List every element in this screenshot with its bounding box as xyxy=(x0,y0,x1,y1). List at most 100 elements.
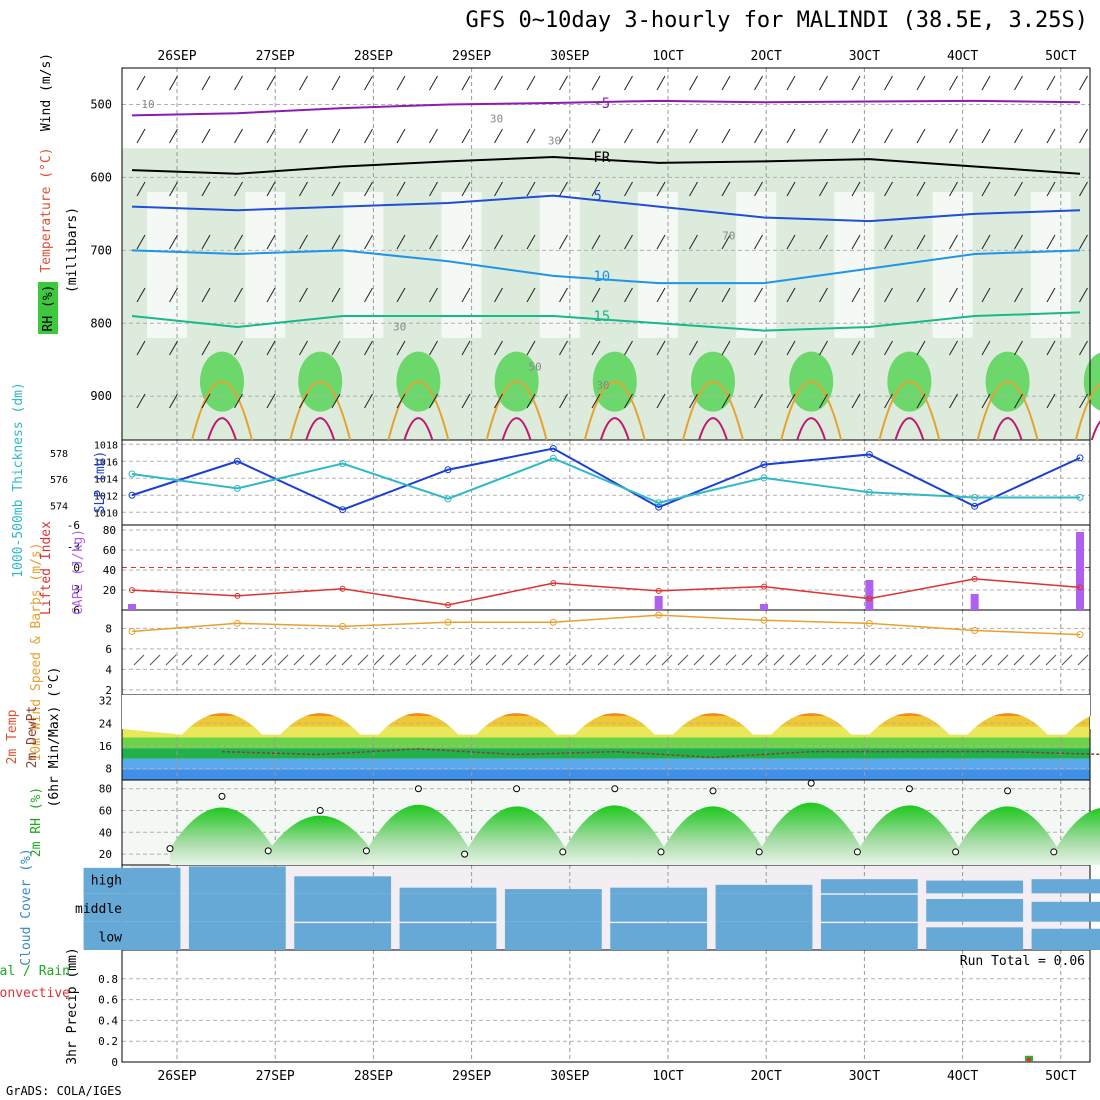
wind-barb xyxy=(786,234,796,250)
wind-barb xyxy=(981,234,991,250)
wind-barb xyxy=(754,128,763,144)
wind-barb xyxy=(245,654,257,666)
rh-min-point xyxy=(264,847,272,855)
axis-label: 10m Wind Speed & Barbs (m/s) xyxy=(29,542,44,761)
date-label-top: 1OCT xyxy=(652,49,683,64)
wind-barb xyxy=(689,75,698,91)
date-label-bottom: 26SEP xyxy=(157,1069,196,1084)
wind-speed-line xyxy=(131,614,1081,636)
wind-barb xyxy=(884,75,893,91)
date-label-top: 30SEP xyxy=(550,49,589,64)
wind-barb xyxy=(325,654,337,666)
wind-barb xyxy=(754,234,763,250)
cloud-bar-middle xyxy=(294,893,392,922)
wind-barb xyxy=(645,654,657,666)
page-title: GFS 0~10day 3-hourly for MALINDI (38.5E,… xyxy=(465,8,1088,33)
pressure-tick-label: 900 xyxy=(90,389,112,403)
wind-barb xyxy=(201,287,211,303)
wind-barb xyxy=(591,75,601,91)
wind-barb xyxy=(754,181,763,197)
wind-barb xyxy=(364,128,373,144)
rh-contour-label: 30 xyxy=(393,321,406,334)
rh-area xyxy=(759,802,864,865)
wind-barb xyxy=(629,654,641,666)
date-label-bottom: 30SEP xyxy=(550,1069,589,1084)
rh-area xyxy=(366,804,471,865)
wind-barb xyxy=(197,654,209,666)
li-tick-label: 3 xyxy=(73,583,80,596)
wind-barb xyxy=(341,654,353,666)
wind-barb xyxy=(461,128,471,144)
axis-label: 3hr Precip (mm) xyxy=(65,947,80,1064)
wind-barb xyxy=(624,75,633,91)
axis-label: 1000-500mb Thickness (dm) xyxy=(11,382,26,578)
wind-barb xyxy=(819,75,828,91)
wind-barb xyxy=(721,128,731,144)
wind-barb xyxy=(331,181,341,197)
wind-barb xyxy=(613,654,625,666)
rh-area xyxy=(268,815,373,865)
wind-barb xyxy=(136,75,146,91)
date-label-top: 29SEP xyxy=(452,49,491,64)
cloud-layer-label: high xyxy=(91,874,122,889)
li-tick-label: 0 xyxy=(73,562,80,575)
axis-label: CAPE (J/kg) xyxy=(71,529,86,615)
temp-color-band xyxy=(122,758,1090,770)
wind-barb xyxy=(819,234,828,250)
wind-barb xyxy=(656,234,666,250)
wind-barb xyxy=(1046,181,1056,197)
wind-barb xyxy=(721,287,731,303)
cape-tick-label: 20 xyxy=(103,584,116,597)
wind-barb xyxy=(884,128,893,144)
wind-barb xyxy=(266,234,276,250)
wind-barb xyxy=(299,287,308,303)
cape-bar xyxy=(128,604,136,610)
rh-low-patch xyxy=(539,192,580,338)
cloud-bar-low xyxy=(399,923,497,950)
wind-barb xyxy=(494,75,503,91)
wind-barb xyxy=(169,287,178,303)
tick-label: 24 xyxy=(99,717,113,730)
wind-barb xyxy=(624,393,633,409)
wind-barb xyxy=(721,340,731,356)
slp-tick-label: 1012 xyxy=(94,491,118,502)
wind-barb xyxy=(266,340,276,356)
wind-barb xyxy=(754,287,763,303)
wind-barb xyxy=(819,393,828,409)
wind-barb xyxy=(299,340,308,356)
cloud-bar-high xyxy=(188,866,286,894)
wind-barb xyxy=(559,181,568,197)
wind-barb xyxy=(754,393,763,409)
wind-barb xyxy=(494,393,503,409)
li-point xyxy=(339,585,346,592)
wind-barb xyxy=(299,75,308,91)
wind-barb xyxy=(526,75,536,91)
wind-barb xyxy=(949,393,958,409)
series-point xyxy=(444,495,452,503)
series-point xyxy=(339,460,347,468)
rh-low-patch xyxy=(343,192,384,338)
wind-barb xyxy=(1013,654,1025,666)
wind-speed-point xyxy=(339,622,347,630)
wind-barb xyxy=(1079,181,1088,197)
date-label-top: 2OCT xyxy=(751,49,782,64)
wind-barb xyxy=(429,128,438,144)
wind-barb xyxy=(786,393,796,409)
date-label-bottom: 4OCT xyxy=(947,1069,978,1084)
precip-tick-label: 0.8 xyxy=(98,973,118,986)
surface-temp-contour xyxy=(1090,420,1100,441)
tick-label: 8 xyxy=(105,763,112,776)
cloud-bar-high xyxy=(610,887,708,894)
wind-barb xyxy=(1079,393,1088,409)
rh-max-point xyxy=(1004,787,1012,795)
precip-tick-label: 0.2 xyxy=(98,1035,118,1048)
wind-barb xyxy=(981,654,993,666)
rh-max-point xyxy=(414,785,422,793)
cloud-bar-high xyxy=(399,887,497,894)
li-tick-label: 6 xyxy=(73,604,80,617)
li-point xyxy=(971,575,978,582)
wind-barb xyxy=(677,654,689,666)
wind-barb xyxy=(429,75,438,91)
temperature-contour xyxy=(131,155,1081,175)
